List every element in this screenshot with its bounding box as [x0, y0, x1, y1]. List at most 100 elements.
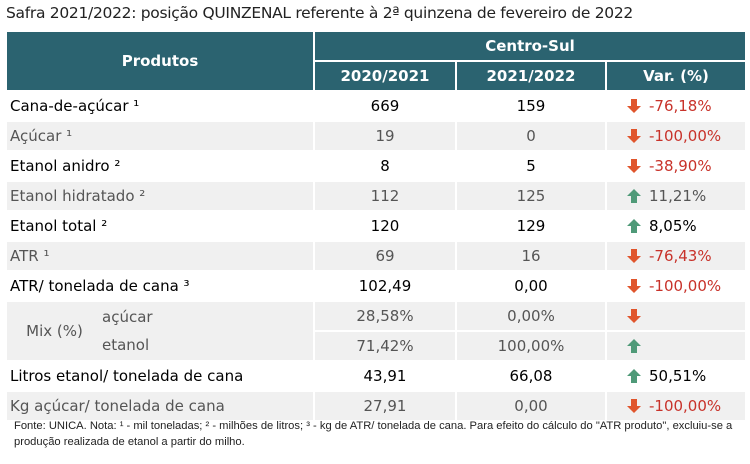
- header-region: Centro-Sul: [313, 30, 747, 62]
- variation: [605, 300, 747, 332]
- value-2020-text: 102,49: [358, 277, 412, 295]
- value-2020-text: 112: [370, 187, 400, 205]
- table-row: Litros etanol/ tonelada de cana 43,91 66,0…: [5, 360, 747, 392]
- variation: 50,51%: [605, 360, 747, 392]
- table-row: ATR ¹ 69 16 -76,43%: [5, 240, 747, 272]
- value-2020-text: 69: [375, 247, 395, 265]
- trend-arrow: [627, 129, 641, 144]
- value-2021-text: 129: [516, 217, 546, 235]
- trend-arrow: [627, 249, 641, 264]
- variation: -100,00%: [605, 120, 747, 152]
- row-label: Cana-de-açúcar ¹: [5, 90, 315, 122]
- value-2021: 16: [455, 240, 607, 272]
- variation: -76,43%: [605, 240, 747, 272]
- trend-arrow: [627, 309, 641, 324]
- value-2021-text: 0,00%: [507, 307, 555, 325]
- value-2020: 71,42%: [313, 330, 457, 362]
- value-2021: 0,00%: [455, 300, 607, 332]
- value-2021: 0,00: [455, 270, 607, 302]
- value-2020: 8: [313, 150, 457, 182]
- value-2020: 69: [313, 240, 457, 272]
- row-label-text: Açúcar ¹: [10, 127, 73, 145]
- variation-text: -100,00%: [649, 276, 722, 295]
- value-2021: 0,00: [455, 390, 607, 422]
- variation-text: -76,43%: [649, 246, 712, 265]
- row-label-text: Etanol anidro ²: [10, 157, 121, 175]
- row-label: Açúcar ¹: [5, 120, 315, 152]
- value-2021-text: 0,00: [514, 397, 548, 415]
- trend-arrow: [627, 159, 641, 174]
- trend-arrow: [627, 219, 641, 234]
- table-row: Mix (%) açúcar etanol 28,58% 0,00%: [5, 300, 747, 362]
- trend-arrow: [627, 99, 641, 114]
- row-label-text: ATR ¹: [10, 247, 50, 265]
- row-label: Litros etanol/ tonelada de cana: [5, 360, 315, 392]
- value-2021: 100,00%: [455, 330, 607, 362]
- footnote: Fonte: UNICA. Nota: ¹ - mil toneladas; ²…: [14, 420, 733, 448]
- row-label: Kg açúcar/ tonelada de cana: [5, 390, 315, 422]
- row-label-text: Kg açúcar/ tonelada de cana: [10, 397, 225, 415]
- row-label: Etanol hidratado ²: [5, 180, 315, 212]
- table-row: ATR/ tonelada de cana ³ 102,49 0,00 -100,00…: [5, 270, 747, 302]
- value-2020-text: 27,91: [363, 397, 407, 415]
- value-2021: 66,08: [455, 360, 607, 392]
- table-row: Etanol hidratado ² 112 125 11,21%: [5, 180, 747, 212]
- value-2020: 27,91: [313, 390, 457, 422]
- value-2020: 120: [313, 210, 457, 242]
- variation-text: 50,51%: [649, 366, 707, 385]
- table-row: Kg açúcar/ tonelada de cana 27,91 0,00 -100…: [5, 390, 747, 422]
- value-2020: 102,49: [313, 270, 457, 302]
- table-row: Etanol total ² 120 129 8,05%: [5, 210, 747, 242]
- variation-text: -76,18%: [649, 96, 712, 115]
- value-2021-text: 5: [526, 157, 536, 175]
- value-2021-text: 66,08: [509, 367, 553, 385]
- row-label: Etanol total ²: [5, 210, 315, 242]
- trend-arrow: [627, 339, 641, 354]
- value-2020: 19: [313, 120, 457, 152]
- trend-arrow: [627, 189, 641, 204]
- value-2021-text: 159: [516, 97, 546, 115]
- row-label: Etanol anidro ²: [5, 150, 315, 182]
- row-label-text: Cana-de-açúcar ¹: [10, 97, 140, 115]
- variation: -100,00%: [605, 270, 747, 302]
- value-2021-text: 125: [516, 187, 546, 205]
- header-col: 2020/2021: [313, 60, 457, 92]
- header-products: Produtos: [5, 30, 315, 92]
- row-label-text: Etanol total ²: [10, 217, 108, 235]
- trend-arrow: [627, 279, 641, 294]
- value-2020-text: 8: [380, 157, 390, 175]
- row-label: ATR ¹: [5, 240, 315, 272]
- variation-text: -38,90%: [649, 156, 712, 175]
- variation-text: 11,21%: [649, 186, 707, 205]
- variation: [605, 330, 747, 362]
- value-2020-text: 43,91: [363, 367, 407, 385]
- value-2020: 43,91: [313, 360, 457, 392]
- value-2021-text: 0: [526, 127, 536, 145]
- mix-part: etanol: [102, 336, 150, 354]
- table-row: Açúcar ¹ 19 0 -100,00%: [5, 120, 747, 152]
- row-label: ATR/ tonelada de cana ³: [5, 270, 315, 302]
- value-2020-text: 19: [375, 127, 395, 145]
- variation: -100,00%: [605, 390, 747, 422]
- variation: 11,21%: [605, 180, 747, 212]
- title: Safra 2021/2022: posição QUINZENAL refer…: [6, 4, 633, 22]
- variation: -38,90%: [605, 150, 747, 182]
- variation: 8,05%: [605, 210, 747, 242]
- mix-label: Mix (%): [26, 322, 83, 340]
- variation: -76,18%: [605, 90, 747, 122]
- value-2021: 129: [455, 210, 607, 242]
- value-2021-text: 100,00%: [497, 337, 565, 355]
- header-col: Var. (%): [605, 60, 747, 92]
- table-row: 71,42% 100,00%: [6, 330, 747, 362]
- trend-arrow: [627, 369, 641, 384]
- data-table: Produtos Centro-Sul 2020/2021 2021/2022 …: [5, 30, 747, 422]
- value-2020: 112: [313, 180, 457, 212]
- value-2021: 125: [455, 180, 607, 212]
- variation-text: -100,00%: [649, 126, 722, 145]
- mix-cell: Mix (%) açúcar etanol: [5, 300, 315, 362]
- value-2021: 159: [455, 90, 607, 122]
- table-row: Cana-de-açúcar ¹ 669 159 -76,18%: [5, 90, 747, 122]
- value-2021-text: 16: [521, 247, 541, 265]
- variation-text: -100,00%: [649, 396, 722, 415]
- row-label-text: Etanol hidratado ²: [10, 187, 146, 205]
